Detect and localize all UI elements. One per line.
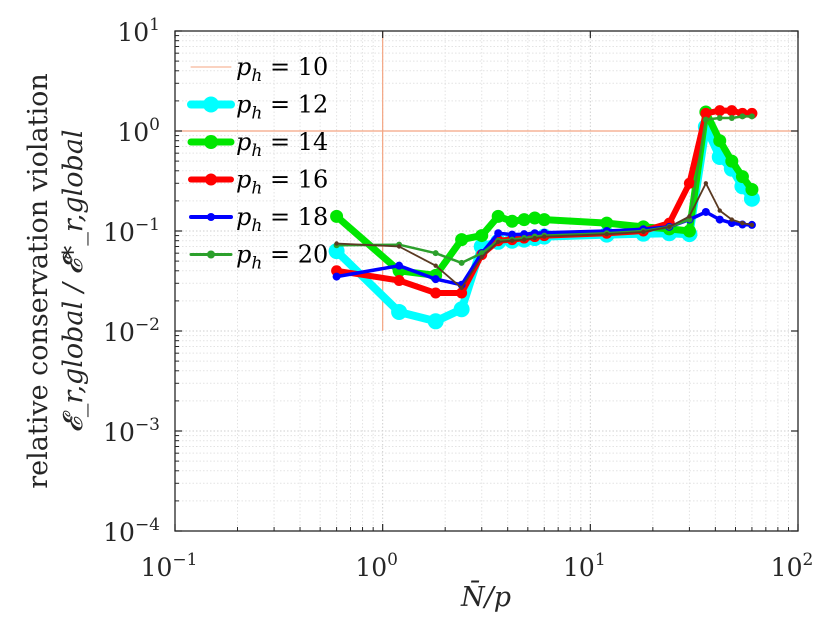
legend-label: ph = 10 bbox=[236, 53, 328, 86]
data-point bbox=[715, 215, 724, 224]
data-point bbox=[508, 230, 517, 239]
data-point bbox=[517, 213, 531, 227]
data-point bbox=[453, 301, 470, 318]
data-point bbox=[717, 208, 722, 213]
data-point bbox=[393, 274, 405, 286]
legend-label: ph = 14 bbox=[236, 128, 328, 161]
data-point bbox=[505, 214, 519, 228]
data-point bbox=[701, 207, 710, 216]
data-point bbox=[725, 154, 739, 168]
data-point bbox=[330, 209, 344, 223]
legend-marker bbox=[205, 173, 217, 186]
data-point bbox=[729, 217, 735, 222]
legend-label: ph = 20 bbox=[236, 241, 328, 274]
data-point bbox=[456, 287, 468, 299]
y-tick-label: 10−1 bbox=[103, 215, 160, 247]
series-layer bbox=[328, 105, 760, 330]
y-tick-label: 10−4 bbox=[103, 515, 160, 547]
y-tick-label: 10−3 bbox=[103, 415, 160, 447]
data-point bbox=[427, 313, 444, 330]
x-tick-label: 10−1 bbox=[141, 550, 198, 582]
data-point bbox=[431, 275, 440, 284]
data-point bbox=[749, 222, 755, 228]
reference-lines bbox=[175, 31, 798, 331]
legend-entry: ph = 14 bbox=[187, 128, 328, 161]
data-point bbox=[682, 224, 696, 238]
data-point bbox=[491, 209, 505, 223]
y-axis-label-line1: relative conservation violation bbox=[23, 73, 54, 489]
data-point bbox=[702, 116, 709, 123]
data-point bbox=[328, 243, 345, 260]
legend-marker bbox=[207, 213, 215, 221]
data-point bbox=[475, 229, 489, 243]
data-point bbox=[331, 265, 343, 277]
data-point bbox=[740, 220, 745, 226]
y-tick-label: 10−2 bbox=[103, 315, 160, 347]
data-point bbox=[391, 303, 408, 320]
plot-background bbox=[175, 31, 798, 531]
plot-frame bbox=[174, 30, 799, 532]
data-point bbox=[700, 107, 712, 119]
data-point bbox=[735, 170, 749, 184]
legend-entry: ph = 16 bbox=[188, 166, 328, 199]
series-7 bbox=[334, 181, 755, 291]
data-point bbox=[537, 213, 551, 227]
legend-entry: ph = 18 bbox=[189, 203, 328, 236]
tick-layer: 10−1 100 101 102 10−4 10−3 10−2 10−1 100 101 bbox=[103, 15, 813, 582]
data-point bbox=[542, 234, 547, 239]
legend-marker bbox=[204, 135, 218, 149]
x-tick-label: 102 bbox=[771, 550, 814, 582]
data-point bbox=[494, 229, 503, 238]
legend-label: ph = 12 bbox=[236, 91, 328, 124]
data-point bbox=[683, 177, 695, 189]
y-axis-label-line2: 𝓔_r,global / 𝓔*_r,global bbox=[58, 129, 89, 432]
y-axis-label: relative conservation violation 𝓔_r,glob… bbox=[23, 73, 89, 489]
data-point bbox=[459, 285, 464, 291]
data-point bbox=[433, 263, 438, 268]
legend: ph = 10 ph = 12 ph = 14 ph = 16 ph = 18 ph = … bbox=[187, 53, 328, 274]
x-tick-label: 100 bbox=[355, 550, 398, 582]
data-point bbox=[600, 216, 614, 230]
data-point bbox=[604, 231, 609, 237]
data-point bbox=[667, 224, 672, 230]
data-point bbox=[479, 254, 484, 260]
legend-entry: ph = 12 bbox=[187, 91, 328, 124]
series-3 bbox=[330, 105, 759, 282]
data-point bbox=[521, 237, 527, 242]
data-point bbox=[713, 134, 727, 148]
data-point bbox=[745, 183, 759, 197]
legend-entry: ph = 20 bbox=[189, 241, 328, 274]
data-point bbox=[743, 190, 760, 207]
data-point bbox=[495, 239, 501, 244]
y-tick-label: 101 bbox=[117, 15, 160, 47]
data-point bbox=[334, 241, 339, 246]
data-point bbox=[714, 105, 726, 117]
data-point bbox=[748, 113, 755, 120]
x-axis-label: N̄/p bbox=[460, 579, 511, 613]
legend-entry: ph = 10 bbox=[190, 53, 328, 86]
data-point bbox=[432, 250, 439, 257]
legend-marker bbox=[203, 96, 219, 113]
data-point bbox=[739, 113, 746, 120]
data-point bbox=[509, 238, 515, 243]
y-tick-label: 100 bbox=[117, 115, 160, 147]
data-point bbox=[332, 272, 341, 281]
data-point bbox=[726, 105, 738, 117]
data-point bbox=[395, 261, 404, 270]
data-point bbox=[455, 233, 469, 247]
data-point bbox=[641, 229, 646, 235]
data-point bbox=[458, 259, 465, 266]
legend-label: ph = 16 bbox=[236, 166, 328, 199]
legend-label: ph = 18 bbox=[236, 203, 328, 236]
data-point bbox=[716, 114, 723, 121]
data-point bbox=[728, 114, 735, 121]
data-point bbox=[532, 235, 537, 241]
data-point bbox=[687, 214, 692, 219]
x-tick-label: 101 bbox=[563, 550, 606, 582]
data-point bbox=[396, 244, 402, 249]
data-point bbox=[430, 287, 442, 299]
data-point bbox=[703, 181, 709, 186]
legend-marker bbox=[207, 250, 215, 259]
